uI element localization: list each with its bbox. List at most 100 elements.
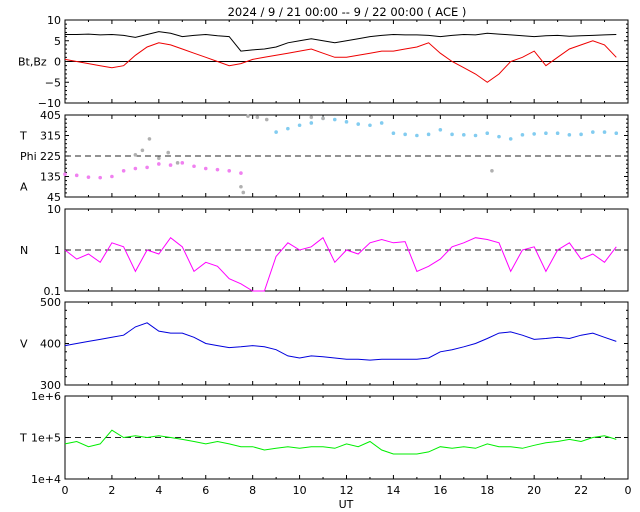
- y-tick-label: 0.1: [44, 285, 62, 298]
- data-point: [391, 131, 396, 136]
- y-tick-label: 10: [47, 203, 61, 216]
- data-point: [321, 116, 325, 121]
- data-point: [227, 169, 232, 173]
- y-tick-label: 1: [54, 244, 61, 257]
- y-axis-label: A: [20, 181, 28, 194]
- data-point: [591, 130, 595, 134]
- data-point: [63, 172, 67, 177]
- x-tick-label: 18: [480, 484, 494, 497]
- series-line: [64, 236, 617, 292]
- panel-frame: [64, 301, 629, 386]
- data-point: [579, 132, 583, 137]
- data-point: [602, 130, 607, 134]
- x-tick-label: 14: [386, 484, 400, 497]
- y-tick-label: 5: [54, 35, 61, 48]
- y-tick-label: 400: [40, 338, 61, 351]
- data-point: [192, 164, 196, 169]
- y-tick-label: 225: [40, 150, 61, 163]
- y-axis-label: V: [20, 338, 28, 351]
- data-point: [157, 156, 161, 161]
- data-point: [403, 132, 407, 137]
- y-axis-label: Bt,Bz: [18, 56, 47, 69]
- data-point: [426, 132, 431, 137]
- panel-5: 1e+6 1e+5 1e+4 T 0 2 4 6 8 10 12 14 16 18 20 22 0: [19, 390, 632, 497]
- data-point: [532, 132, 536, 136]
- data-point: [473, 133, 478, 138]
- data-point: [241, 190, 246, 195]
- y-axis-label: T: [19, 432, 27, 445]
- data-point: [461, 133, 466, 137]
- data-point: [140, 148, 145, 153]
- data-point: [110, 174, 114, 179]
- data-point: [239, 184, 243, 189]
- data-point: [438, 128, 443, 132]
- x-tick-label: 6: [202, 484, 209, 497]
- series-line: [64, 429, 617, 455]
- data-point: [180, 161, 185, 165]
- data-point: [490, 169, 494, 173]
- data-point: [309, 115, 314, 120]
- y-tick-label: 1e+4: [31, 473, 61, 486]
- panel-2: 405 315 225 135 45 T Phi A: [19, 109, 629, 204]
- data-point: [567, 133, 572, 137]
- x-tick-label: 4: [155, 484, 162, 497]
- data-point: [274, 130, 278, 134]
- data-point: [74, 173, 79, 178]
- panel-1: 10 5 0 −5 −10 Bt,Bz: [18, 14, 629, 110]
- data-point: [497, 134, 501, 139]
- data-point: [450, 132, 454, 137]
- data-point: [368, 123, 372, 128]
- data-point: [239, 171, 243, 175]
- data-point: [508, 137, 513, 141]
- y-axis-label: T: [19, 130, 27, 143]
- y-tick-label: −5: [45, 76, 61, 89]
- series-line: [64, 40, 617, 83]
- x-tick-label: 8: [249, 484, 256, 497]
- y-tick-label: 500: [40, 296, 61, 309]
- data-point: [86, 175, 91, 179]
- data-point: [246, 114, 250, 118]
- data-point: [309, 121, 314, 125]
- data-point: [485, 131, 490, 136]
- data-point: [168, 163, 173, 167]
- data-point: [614, 131, 619, 136]
- data-point: [415, 133, 419, 138]
- data-point: [147, 137, 152, 141]
- data-point: [166, 150, 171, 155]
- chart-title: 2024 / 9 / 21 00:00 -- 9 / 22 00:00 ( AC…: [228, 5, 467, 19]
- data-point: [255, 115, 260, 120]
- x-tick-label: 0: [625, 484, 632, 497]
- x-tick-label: 2: [108, 484, 115, 497]
- data-point: [203, 166, 208, 171]
- data-point: [145, 165, 149, 170]
- series-line: [65, 31, 617, 52]
- x-tick-label: 16: [433, 484, 447, 497]
- data-point: [332, 117, 337, 122]
- y-tick-label: 45: [47, 191, 61, 204]
- panels-group: 10 5 0 −5 −10 Bt,Bz 405 315 225 135 45 T Phi A 10 1 0.1 N…: [18, 14, 632, 497]
- y-tick-label: 315: [40, 130, 61, 143]
- x-tick-label: 12: [340, 484, 354, 497]
- data-point: [544, 131, 548, 136]
- y-tick-label: 1e+6: [31, 390, 61, 403]
- data-point: [356, 122, 361, 126]
- y-tick-label: 135: [40, 171, 61, 184]
- y-tick-label: 300: [40, 379, 61, 392]
- panel-4: 500 400 300 V: [20, 296, 629, 392]
- x-tick-label: 10: [293, 484, 307, 497]
- y-tick-label: 1e+5: [31, 432, 61, 445]
- data-point: [379, 121, 384, 125]
- data-point: [215, 167, 220, 172]
- data-point: [520, 133, 525, 137]
- x-tick-label: 20: [527, 484, 541, 497]
- data-point: [157, 162, 161, 166]
- y-axis-label: Phi: [20, 150, 37, 163]
- y-axis-label: N: [20, 244, 28, 257]
- data-point: [264, 117, 269, 122]
- y-tick-label: 10: [47, 14, 61, 27]
- data-point: [286, 126, 290, 131]
- panel-3: 10 1 0.1 N: [20, 203, 629, 298]
- data-point: [297, 123, 302, 128]
- data-point: [175, 161, 180, 165]
- data-point: [555, 131, 560, 136]
